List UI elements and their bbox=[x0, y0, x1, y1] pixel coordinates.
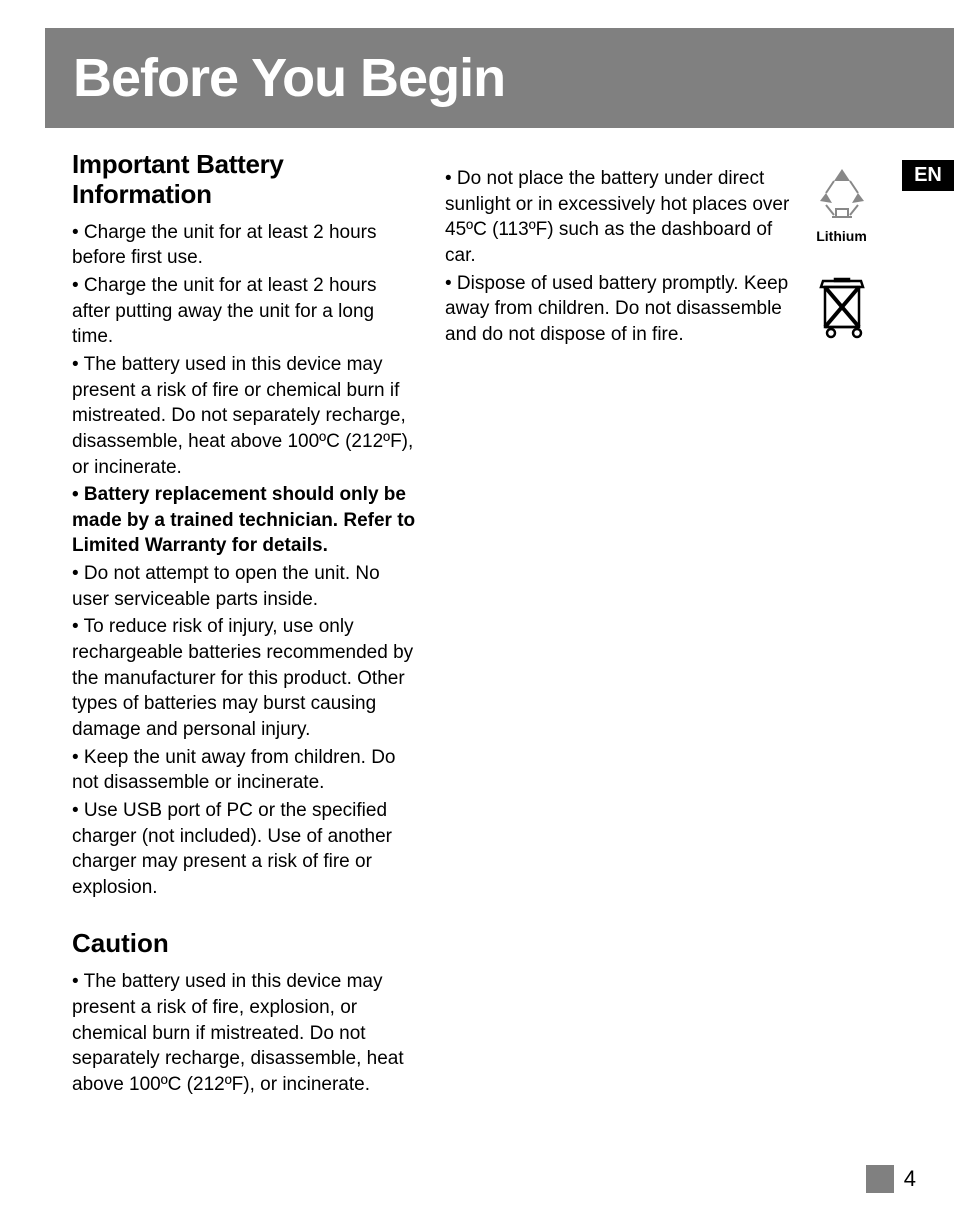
do-not-dispose-icon bbox=[811, 269, 873, 341]
page-title: Before You Begin bbox=[73, 47, 505, 109]
page-number: 4 bbox=[904, 1166, 916, 1192]
bullet-text: • Keep the unit away from children. Do n… bbox=[72, 745, 419, 796]
icon-sidebar: Lithium bbox=[799, 165, 884, 346]
bullet-text: • Use USB port of PC or the specified ch… bbox=[72, 798, 419, 901]
bullet-text: • The battery used in this device may pr… bbox=[72, 969, 419, 1097]
footer-block-icon bbox=[866, 1165, 894, 1193]
bullet-text: • The battery used in this device may pr… bbox=[72, 352, 419, 480]
section-heading-caution: Caution bbox=[72, 928, 419, 959]
lithium-label: Lithium bbox=[799, 228, 884, 244]
content-area: Important Battery Information • Charge t… bbox=[72, 150, 792, 1100]
bullet-text: • Dispose of used battery promptly. Keep… bbox=[445, 271, 792, 348]
bullet-text: • To reduce risk of injury, use only rec… bbox=[72, 614, 419, 742]
recycle-icon bbox=[812, 165, 872, 221]
bullet-text: • Do not attempt to open the unit. No us… bbox=[72, 561, 419, 612]
section-heading-battery: Important Battery Information bbox=[72, 150, 419, 210]
left-column: Important Battery Information • Charge t… bbox=[72, 150, 419, 1100]
bullet-text: • Charge the unit for at least 2 hours a… bbox=[72, 273, 419, 350]
bullet-text: • Charge the unit for at least 2 hours b… bbox=[72, 220, 419, 271]
bullet-text-bold: • Battery replacement should only be mad… bbox=[72, 482, 419, 559]
header-band: Before You Begin bbox=[45, 28, 954, 128]
language-tab: EN bbox=[902, 160, 954, 191]
page-footer: 4 bbox=[866, 1165, 916, 1193]
right-column: • Do not place the battery under direct … bbox=[445, 150, 792, 1100]
bullet-text: • Do not place the battery under direct … bbox=[445, 166, 792, 269]
